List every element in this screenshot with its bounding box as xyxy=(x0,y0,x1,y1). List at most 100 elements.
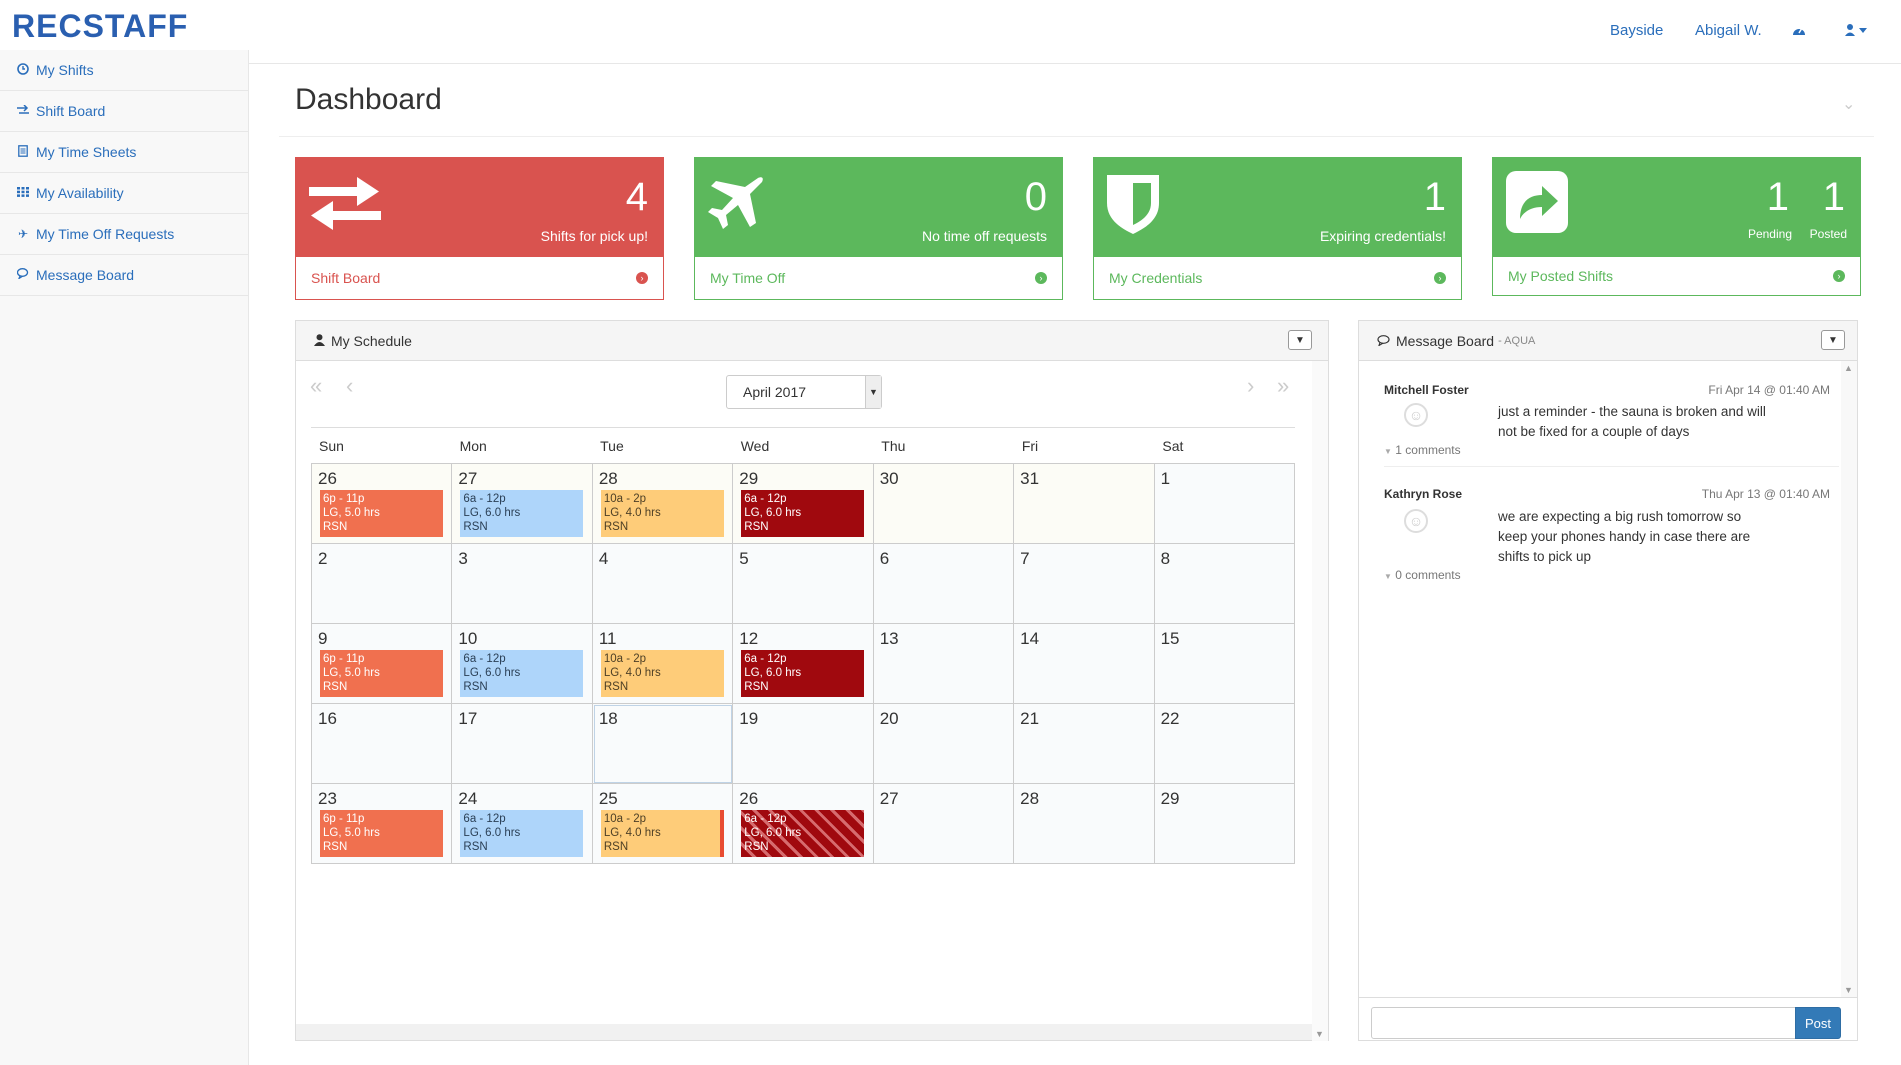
calendar-day-cell[interactable]: 25 10a - 2p LG, 4.0 hrs RSN xyxy=(592,784,734,864)
weekday-label: Mon xyxy=(459,438,487,454)
double-chevron-right-icon[interactable]: » xyxy=(1277,373,1290,398)
shift-loc: RSN xyxy=(463,521,488,533)
calendar-day-cell[interactable]: 22 xyxy=(1154,704,1295,784)
time-off-link[interactable]: My Time Off › xyxy=(694,257,1063,300)
smile-icon: ☺ xyxy=(1404,509,1428,533)
calendar-day-cell[interactable]: 30 xyxy=(873,464,1015,544)
shift-event[interactable]: 6a - 12p LG, 6.0 hrs RSN xyxy=(460,490,584,537)
calendar-day-cell[interactable]: 29 6a - 12p LG, 6.0 hrs RSN xyxy=(733,464,874,544)
scroll-down-icon[interactable]: ▼ xyxy=(1844,985,1853,995)
calendar-day-cell[interactable]: 26 6a - 12p LG, 6.0 hrs RSN xyxy=(733,784,874,864)
shift-event[interactable]: 6a - 12p LG, 6.0 hrs RSN xyxy=(741,490,865,537)
shift-event[interactable]: 6p - 11p LG, 5.0 hrs RSN xyxy=(320,490,443,537)
shift-event[interactable]: 6a - 12p LG, 6.0 hrs RSN xyxy=(741,650,865,697)
shift-event[interactable]: 6a - 12p LG, 6.0 hrs RSN xyxy=(460,810,584,857)
calendar-day-cell[interactable]: 7 xyxy=(1014,544,1155,624)
credentials-link[interactable]: My Credentials › xyxy=(1093,257,1462,300)
chevron-down-icon[interactable]: ⌄ xyxy=(1842,96,1856,113)
calendar-day-cell[interactable]: 19 xyxy=(733,704,874,784)
double-chevron-left-icon[interactable]: « xyxy=(310,373,323,398)
post-comments-toggle[interactable]: ▼ 1 comments xyxy=(1384,443,1461,457)
comments-icon xyxy=(16,268,30,282)
calendar-day-cell[interactable]: 27 xyxy=(873,784,1015,864)
shift-event[interactable]: 10a - 2p LG, 4.0 hrs RSN xyxy=(600,810,724,857)
chevron-down-icon[interactable]: ▼ xyxy=(1288,330,1312,350)
shift-event[interactable]: 6a - 12p LG, 6.0 hrs RSN xyxy=(741,810,865,857)
post-author: Kathryn Rose xyxy=(1384,487,1463,501)
calendar-day-cell[interactable]: 4 xyxy=(592,544,734,624)
calendar-day-cell[interactable]: 6 xyxy=(873,544,1015,624)
shift-event[interactable]: 6p - 11p LG, 5.0 hrs RSN xyxy=(320,650,443,697)
calendar-day-cell[interactable]: 20 xyxy=(873,704,1015,784)
day-number: 14 xyxy=(1020,629,1040,648)
calendar-day-cell[interactable]: 29 xyxy=(1154,784,1295,864)
post-button[interactable]: Post xyxy=(1795,1007,1841,1039)
calendar-day-cell[interactable]: 24 6a - 12p LG, 6.0 hrs RSN xyxy=(452,784,593,864)
calendar-weekday-header: Sun Mon Tue Wed Thu Fri Sat xyxy=(311,427,1295,463)
message-input-divider xyxy=(1359,997,1857,998)
chevron-down-icon[interactable]: ▼ xyxy=(1821,330,1845,350)
calendar-day-cell[interactable]: 8 xyxy=(1154,544,1295,624)
post-comments-toggle[interactable]: ▼ 0 comments xyxy=(1384,568,1461,582)
calendar-day-cell[interactable]: 13 xyxy=(873,624,1015,704)
month-select[interactable]: April 2017 ▼ xyxy=(726,375,882,409)
calendar-day-cell[interactable]: 1 xyxy=(1154,464,1295,544)
schedule-scrollbar[interactable]: ▼ xyxy=(1312,361,1328,1041)
sidebar-item-time-off-requests[interactable]: ✈ My Time Off Requests xyxy=(0,214,248,255)
calendar-day-cell[interactable]: 23 6p - 11p LG, 5.0 hrs RSN xyxy=(312,784,453,864)
calendar-day-cell[interactable]: 31 xyxy=(1014,464,1155,544)
sidebar-item-shift-board[interactable]: Shift Board xyxy=(0,91,248,132)
user-menu-icon[interactable] xyxy=(1845,23,1869,40)
shift-loc: RSN xyxy=(744,521,769,533)
calendar-day-cell[interactable]: 5 xyxy=(733,544,874,624)
shift-time: 6p - 11p xyxy=(323,493,365,505)
sidebar-item-message-board[interactable]: Message Board xyxy=(0,255,248,296)
schedule-panel-header: My Schedule xyxy=(296,321,1328,361)
plane-icon: ✈ xyxy=(17,227,29,241)
message-scrollbar[interactable]: ▲ ▼ xyxy=(1841,361,1857,997)
message-board-title: Message Board xyxy=(1396,332,1495,349)
calendar-day-cell[interactable]: 2 xyxy=(312,544,453,624)
shift-event[interactable]: 6a - 12p LG, 6.0 hrs RSN xyxy=(460,650,584,697)
calendar-day-cell[interactable]: 27 6a - 12p LG, 6.0 hrs RSN xyxy=(452,464,593,544)
calendar-day-cell[interactable]: 11 10a - 2p LG, 4.0 hrs RSN xyxy=(592,624,734,704)
calendar-day-cell[interactable]: 21 xyxy=(1014,704,1155,784)
credentials-tile: 1 Expiring credentials! My Credentials › xyxy=(1093,157,1462,300)
posted-shifts-link[interactable]: My Posted Shifts › xyxy=(1492,257,1861,296)
shift-time: 6a - 12p xyxy=(744,813,787,825)
shift-board-link[interactable]: Shift Board › xyxy=(295,257,664,300)
calendar-day-cell[interactable]: 14 xyxy=(1014,624,1155,704)
calendar-day-cell[interactable]: 26 6p - 11p LG, 5.0 hrs RSN xyxy=(312,464,453,544)
calendar-day-cell[interactable]: 18 xyxy=(592,704,734,784)
calendar-day-cell[interactable]: 16 xyxy=(312,704,453,784)
schedule-horizontal-scrollbar[interactable] xyxy=(296,1024,1312,1040)
dashboard-icon[interactable] xyxy=(1792,23,1806,40)
shift-time: 10a - 2p xyxy=(603,493,647,505)
calendar-day-cell[interactable]: 28 10a - 2p LG, 4.0 hrs RSN xyxy=(592,464,734,544)
sidebar-item-my-shifts[interactable]: My Shifts xyxy=(0,50,248,91)
calendar-day-cell[interactable]: 15 xyxy=(1154,624,1295,704)
chevron-left-icon[interactable]: ‹ xyxy=(346,373,354,398)
shift-event[interactable]: 10a - 2p LG, 4.0 hrs RSN xyxy=(600,490,724,537)
message-input[interactable] xyxy=(1371,1007,1797,1039)
sidebar-item-time-sheets[interactable]: My Time Sheets xyxy=(0,132,248,173)
calendar-day-cell[interactable]: 9 6p - 11p LG, 5.0 hrs RSN xyxy=(312,624,453,704)
sidebar-item-availability[interactable]: My Availability xyxy=(0,173,248,214)
shift-event[interactable]: 10a - 2p LG, 4.0 hrs RSN xyxy=(600,650,724,697)
calendar-day-cell[interactable]: 3 xyxy=(452,544,593,624)
scroll-up-icon[interactable]: ▲ xyxy=(1844,363,1853,373)
calendar-day-cell[interactable]: 12 6a - 12p LG, 6.0 hrs RSN xyxy=(733,624,874,704)
message-board-header: Message Board - AQUA xyxy=(1359,321,1857,361)
sidebar-item-label: My Availability xyxy=(36,185,124,201)
scroll-down-icon[interactable]: ▼ xyxy=(1315,1029,1324,1039)
user-name-link[interactable]: Abigail W. xyxy=(1695,22,1762,39)
chevron-right-icon[interactable]: › xyxy=(1247,373,1255,398)
calendar-day-cell[interactable]: 17 xyxy=(452,704,593,784)
day-number: 31 xyxy=(1020,469,1040,488)
app-logo[interactable]: RECSTAFF xyxy=(12,8,189,44)
location-link[interactable]: Bayside xyxy=(1610,22,1664,39)
calendar-day-cell[interactable]: 28 xyxy=(1014,784,1155,864)
day-number: 15 xyxy=(1160,629,1180,648)
shift-event[interactable]: 6p - 11p LG, 5.0 hrs RSN xyxy=(320,810,443,857)
calendar-day-cell[interactable]: 10 6a - 12p LG, 6.0 hrs RSN xyxy=(452,624,593,704)
